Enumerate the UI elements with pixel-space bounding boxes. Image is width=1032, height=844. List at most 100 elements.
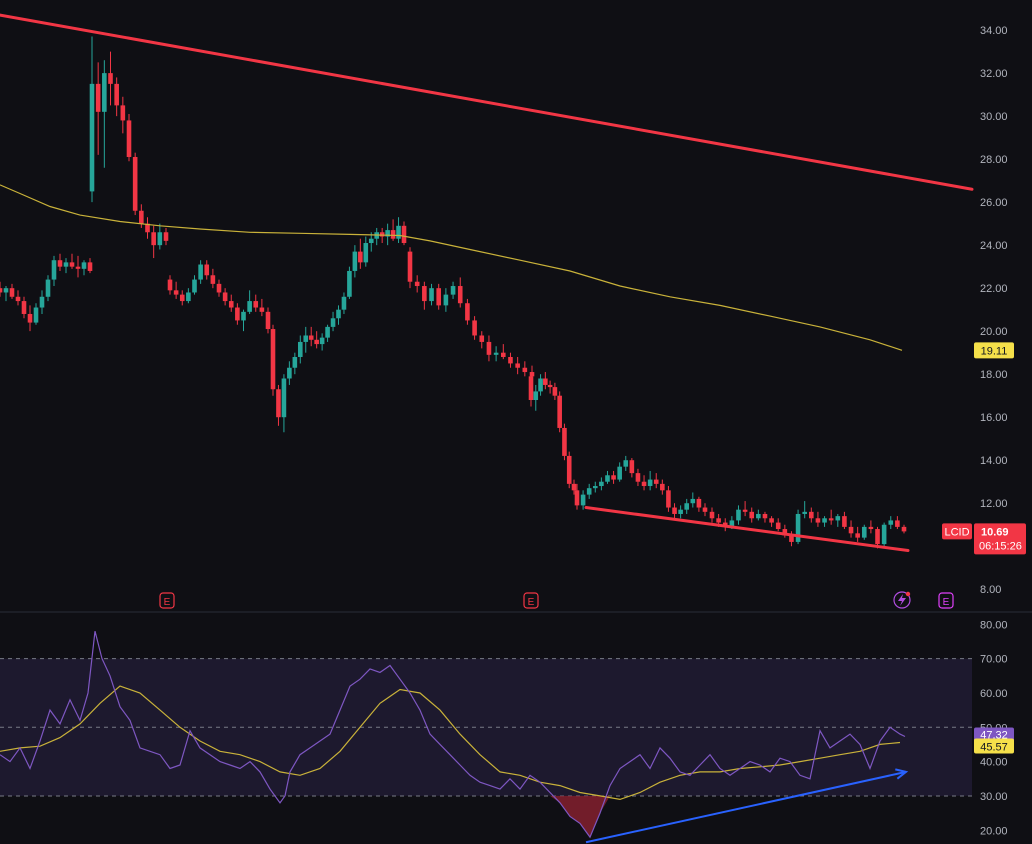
candle-body-down: [253, 301, 259, 308]
candle-body-down: [660, 483, 665, 491]
price-tick-label: 24.00: [980, 240, 1008, 252]
support-trendline[interactable]: [584, 506, 910, 553]
price-tick-label: 28.00: [980, 154, 1008, 166]
last-price-badge: 10.69 06:15:26: [974, 523, 1026, 555]
rsi-ma-badge-text: 45.57: [980, 741, 1008, 753]
candle-body-down: [611, 475, 616, 480]
candle-body-up: [303, 335, 309, 342]
candle-body-up: [3, 288, 9, 293]
candle-body-down: [547, 384, 553, 388]
candle-body-down: [562, 427, 567, 456]
earnings-marker-label: E: [943, 597, 950, 608]
candle-body-down: [167, 279, 173, 291]
candle-body-down: [173, 290, 179, 295]
lightning-icon[interactable]: [893, 591, 911, 609]
candle-body-down: [114, 83, 119, 106]
rsi-trend-arrow[interactable]: [585, 770, 907, 844]
candle-body-down: [379, 232, 385, 237]
candle-body-up: [157, 232, 163, 246]
price-pane[interactable]: 34.00 32.00 30.00 28.00 26.00 24.00 22.00 20.00…: [0, 13, 1026, 609]
candle-body-up: [102, 73, 107, 112]
candle-body-down: [358, 251, 363, 263]
rsi-tick-label: 60.00: [980, 688, 1008, 700]
candle-body-down: [75, 266, 81, 269]
earnings-marker[interactable]: E: [523, 592, 539, 609]
candle-body-down: [465, 303, 470, 321]
candle-body-up: [39, 296, 45, 308]
price-tick-label: 30.00: [980, 111, 1008, 123]
candle-body-up: [647, 479, 653, 487]
candle-body-up: [678, 509, 683, 514]
candle-body-down: [216, 283, 222, 293]
candle-body-up: [835, 516, 841, 521]
candle-body-up: [287, 367, 292, 379]
candle-body-down: [69, 262, 75, 267]
candle-body-down: [566, 455, 572, 484]
candle-body-down: [782, 529, 788, 536]
candle-body-down: [769, 518, 774, 523]
candle-body-down: [868, 526, 874, 530]
earnings-marker[interactable]: E: [159, 592, 175, 609]
candle-body-up: [580, 494, 586, 506]
candle-body-down: [265, 311, 271, 330]
resistance-trendline[interactable]: [0, 13, 974, 191]
candle-body-down: [457, 286, 463, 304]
candle-body-up: [795, 513, 801, 542]
candle-body-up: [51, 260, 57, 280]
rsi-tick-label: 40.00: [980, 757, 1008, 769]
candle-body-down: [132, 156, 138, 211]
candle-body-up: [443, 294, 449, 306]
candle-body-up: [861, 526, 867, 538]
candle-body-down: [314, 339, 319, 345]
earnings-marker-box: [938, 592, 954, 609]
candle-body-down: [259, 307, 265, 312]
candle-body-down: [163, 232, 169, 241]
notification-dot: [905, 591, 911, 597]
rsi-pane[interactable]: 80.0070.0060.0050.0040.0030.0020.0047.32…: [0, 619, 1014, 844]
earnings-marker-label: E: [164, 597, 171, 608]
candle-body-down: [270, 329, 276, 390]
rsi-tick-label: 20.00: [980, 825, 1008, 837]
candle-body-down: [716, 518, 721, 523]
price-tick-label: 26.00: [980, 197, 1008, 209]
candle-body-down: [848, 526, 854, 534]
candle-body-up: [281, 378, 287, 418]
candle-body-down: [666, 490, 671, 508]
candle-body-up: [429, 288, 434, 302]
candle-body-down: [222, 292, 228, 302]
candle-body-up: [396, 225, 401, 239]
symbol-badge[interactable]: LCID: [942, 523, 972, 540]
candle-body-up: [341, 296, 347, 310]
candle-body-down: [789, 535, 794, 542]
candle-body-up: [241, 311, 246, 321]
candle-body-down: [204, 264, 210, 276]
rsi-tick-label: 80.00: [980, 619, 1008, 631]
oversold-fill: [550, 795, 610, 838]
moving-average-line: [0, 184, 903, 351]
candle-body-down: [414, 281, 420, 287]
candle-body-up: [363, 243, 369, 263]
candle-body-down: [108, 73, 113, 84]
candle-body-down: [653, 479, 659, 484]
candle-body-down: [126, 120, 132, 157]
price-tick-label: 16.00: [980, 412, 1008, 424]
candle-body-down: [276, 389, 281, 418]
candle-body-up: [538, 378, 543, 392]
earnings-marker[interactable]: E: [938, 592, 954, 609]
candle-body-up: [45, 279, 51, 297]
earnings-marker-box: [159, 592, 175, 609]
candle-body-down: [228, 301, 234, 308]
candle-body-up: [352, 251, 358, 271]
earnings-marker-label: E: [528, 597, 535, 608]
ma-badge-bg: [974, 342, 1014, 359]
candle-body-up: [822, 518, 827, 523]
rsi-ma-line: [0, 685, 901, 801]
candle-body-up: [586, 488, 592, 495]
candle-body-up: [330, 318, 336, 327]
candles: [0, 36, 907, 549]
candle-body-down: [629, 460, 635, 474]
candle-body-up: [450, 286, 456, 295]
countdown-text: 06:15:26: [979, 540, 1022, 552]
price-tick-label: 8.00: [980, 584, 1001, 596]
candle-body-down: [87, 262, 93, 271]
